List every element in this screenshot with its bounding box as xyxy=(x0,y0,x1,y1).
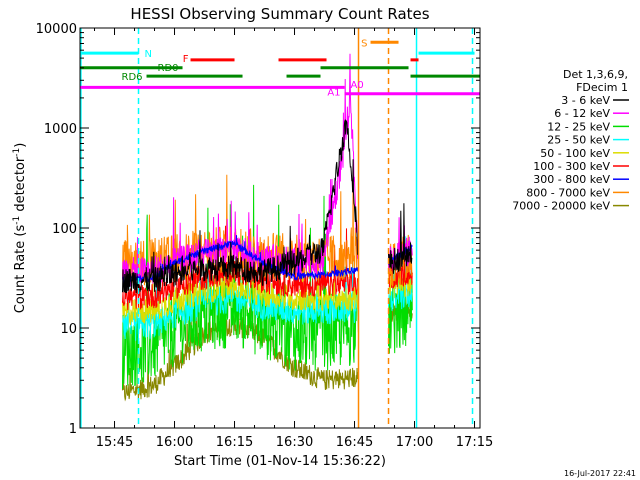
y-axis-label: Count Rate (s-1 detector-1) xyxy=(12,143,28,314)
footer-timestamp: 16-Jul-2017 22:41 xyxy=(564,469,636,478)
y-axis-label-sup2: -1 xyxy=(12,148,22,157)
series-line-8 xyxy=(122,119,413,294)
y-axis-ticks: 1 10 100 1000 10000 xyxy=(36,22,480,437)
chart-title: HESSI Observing Summary Count Rates xyxy=(130,5,429,23)
y-axis-label-mid: detector xyxy=(13,156,28,216)
x-axis-ticks: 15:45 16:00 16:15 16:30 16:45 17:00 17:15 xyxy=(94,28,493,450)
y-axis-label-main: Count Rate (s xyxy=(13,225,28,314)
flag-label-rd0: RD0 xyxy=(158,63,179,74)
y-tick-label-1: 10 xyxy=(60,322,77,337)
flag-label-rd6: RD6 xyxy=(122,72,143,83)
y-tick-label-2: 100 xyxy=(52,222,77,237)
y-tick-label-0: 1 xyxy=(69,422,77,437)
x-tick-label-4: 16:45 xyxy=(336,435,373,450)
legend-label-6: 300 - 800 keV xyxy=(533,173,610,186)
series-layer xyxy=(122,53,413,402)
legend-label-4: 50 - 100 keV xyxy=(540,147,610,160)
flag-label-a0: A0 xyxy=(351,80,364,91)
x-tick-label-5: 17:00 xyxy=(396,435,433,450)
x-axis-label: Start Time (01-Nov-14 15:36:22) xyxy=(174,454,386,469)
series-line-5 xyxy=(122,170,413,287)
legend-label-1: 6 - 12 keV xyxy=(554,107,610,120)
x-tick-label-0: 15:45 xyxy=(96,435,133,450)
y-axis-label-sup1: -1 xyxy=(12,216,22,225)
legend-label-8: 7000 - 20000 keV xyxy=(512,200,610,213)
legend-label-5: 100 - 300 keV xyxy=(533,160,610,173)
flag-label-n: N xyxy=(145,49,152,60)
x-tick-label-1: 16:00 xyxy=(156,435,193,450)
y-tick-label-3: 1000 xyxy=(44,122,77,137)
legend-label-7: 800 - 7000 keV xyxy=(526,186,610,199)
legend-header-2: FDecim 1 xyxy=(576,81,628,94)
flag-label-f: F xyxy=(183,54,189,65)
flag-bars: N F S RD0 RD6 A1 A0 xyxy=(80,38,481,98)
x-tick-label-6: 17:15 xyxy=(456,435,493,450)
y-axis-label-end: ) xyxy=(13,143,28,148)
legend-label-0: 3 - 6 keV xyxy=(561,94,610,107)
x-tick-label-3: 16:30 xyxy=(276,435,313,450)
y-tick-label-4: 10000 xyxy=(36,22,77,37)
x-tick-label-2: 16:15 xyxy=(216,435,253,450)
legend-label-3: 25 - 50 keV xyxy=(547,134,610,147)
legend-header-1: Det 1,3,6,9, xyxy=(563,68,628,81)
flag-label-s: S xyxy=(361,38,367,49)
flag-label-a1: A1 xyxy=(327,87,340,98)
legend-label-2: 12 - 25 keV xyxy=(547,120,610,133)
